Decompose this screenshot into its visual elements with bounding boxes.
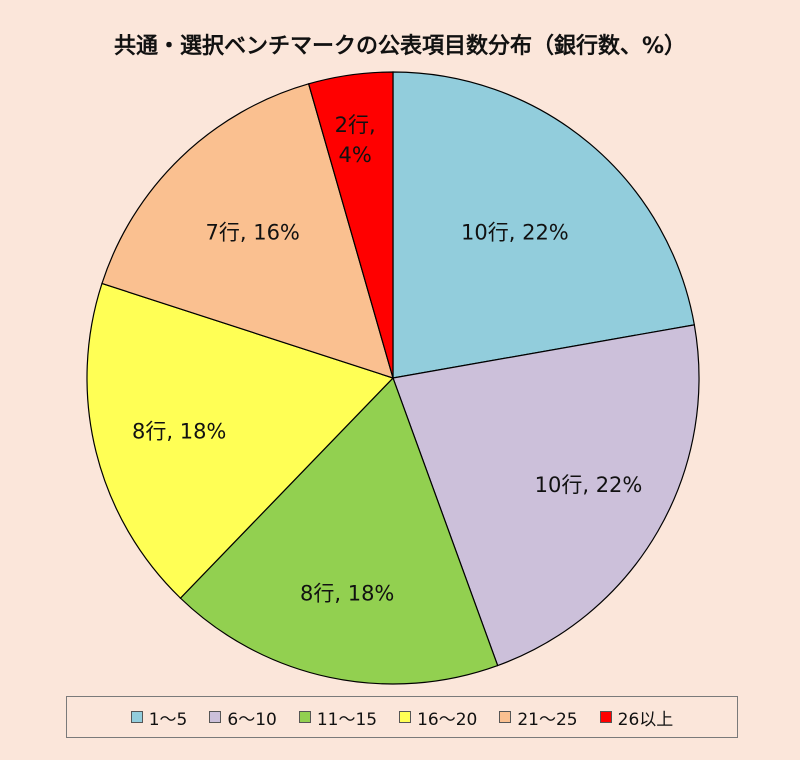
legend-swatch-6	[599, 711, 612, 723]
data-label-3: 8行, 18%	[300, 582, 394, 606]
data-label-2: 10行, 22%	[535, 473, 643, 497]
pie-slice-1	[392, 71, 696, 379]
legend-item-4: 16～20	[399, 705, 477, 730]
legend-swatch-3	[298, 711, 311, 723]
legend-label-1: 1～5	[148, 709, 188, 730]
data-label-5: 7行, 16%	[206, 221, 300, 245]
data-label-4: 8行, 18%	[132, 419, 226, 443]
pie-slice-4	[86, 282, 395, 599]
legend-item-3: 11～15	[298, 705, 378, 730]
pie-slice-2	[392, 324, 700, 667]
legend-label-3: 11～15	[316, 709, 378, 730]
legend-item-5: 21～25	[499, 705, 578, 730]
pie-slice-3	[179, 376, 499, 685]
legend-swatch-5	[499, 711, 512, 723]
pie-slice-6	[307, 71, 394, 379]
legend-item-6: 26以上	[599, 705, 674, 730]
chart-title: 共通・選択ベンチマークの公表項目数分布（銀行数、%）	[113, 34, 687, 59]
legend-label-5: 21～25	[517, 709, 578, 730]
legend-swatch-4	[399, 711, 412, 723]
legend-swatch-2	[209, 711, 222, 723]
legend-label-4: 16～20	[417, 709, 478, 730]
legend-label-2: 6～10	[227, 709, 277, 730]
legend-item-1: 1～5	[130, 705, 188, 730]
legend: 1～5 6～10 11～15 16～20 21～25 26以上	[66, 696, 738, 738]
pie-slice-5	[101, 83, 394, 379]
legend-swatch-1	[130, 711, 143, 723]
data-label-6: 2行, 4%	[335, 113, 376, 167]
legend-label-6: 26以上	[617, 709, 674, 730]
legend-item-2: 6～10	[209, 705, 277, 730]
data-label-1: 10行, 22%	[461, 221, 569, 245]
